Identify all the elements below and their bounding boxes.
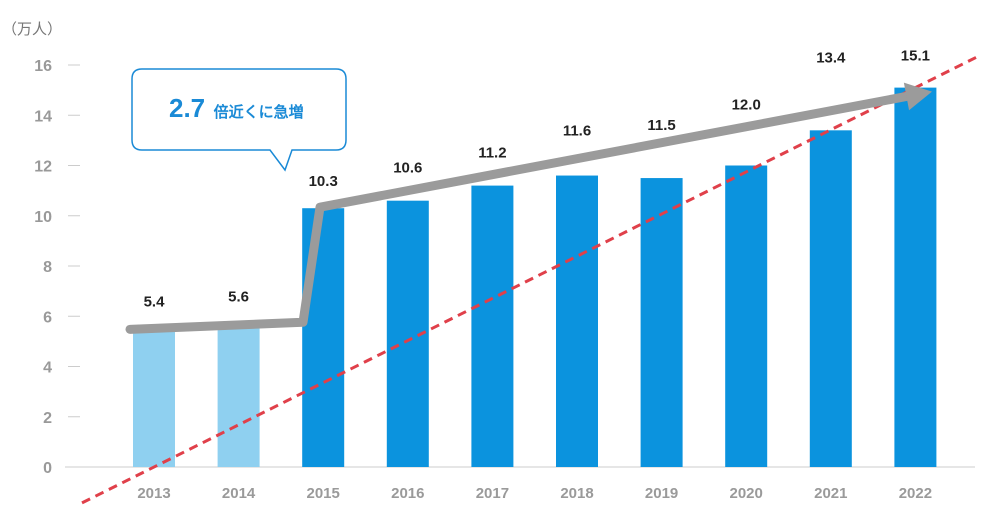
bar-2018: [556, 175, 598, 468]
callout-multiplier: 2.7: [169, 93, 205, 123]
data-label: 5.4: [144, 293, 166, 310]
x-tick-label: 2014: [222, 485, 256, 502]
trend-arrow-head: [903, 82, 932, 111]
bar-2022: [894, 87, 937, 468]
trend-dashed-line: [81, 56, 977, 505]
x-tick-label: 2015: [307, 485, 340, 502]
x-tick-label: 2017: [476, 485, 509, 502]
y-axis: 0 2 4 6 8 10 12 14 16: [34, 58, 975, 477]
y-tick-label: 2: [43, 410, 52, 427]
bar-2021: [809, 130, 852, 467]
x-tick-label: 2020: [730, 485, 763, 502]
bar-2014: [217, 326, 260, 467]
bar-2013: [133, 331, 175, 467]
y-tick-label: 14: [34, 108, 52, 125]
bar-2020: [725, 165, 768, 467]
bar-2015: [302, 208, 345, 467]
bar-2017: [471, 185, 514, 467]
data-label: 15.1: [901, 48, 930, 65]
trend-arrow: [125, 82, 932, 334]
data-label: 5.6: [228, 288, 249, 305]
x-axis: 2013 2014 2015 2016 2017 2018 2019 2020 2021 2022: [137, 485, 932, 502]
x-tick-label: 2018: [560, 485, 593, 502]
data-label: 11.2: [478, 145, 506, 162]
y-tick-label: 8: [43, 259, 52, 276]
data-label: 11.6: [563, 123, 591, 140]
x-tick-label: 2013: [137, 485, 170, 502]
callout: 2.7 倍近くに急増: [131, 68, 347, 172]
data-label: 11.5: [647, 117, 675, 134]
data-label: 10.6: [393, 160, 422, 177]
bar-2019: [640, 178, 683, 467]
y-tick-label: 0: [43, 460, 52, 477]
callout-box: [131, 68, 347, 172]
data-label: 10.3: [309, 173, 338, 190]
trend-arrow-shaft: [125, 91, 911, 334]
unit-label: （万人）: [2, 21, 62, 38]
data-labels: 5.4 5.6 10.3 10.6 11.2 11.6 11.5 12.0 13.4 15.1: [144, 48, 930, 311]
y-tick-label: 12: [34, 159, 52, 176]
y-tick-label: 10: [34, 209, 52, 226]
x-tick-label: 2019: [645, 485, 678, 502]
y-tick-label: 4: [43, 360, 52, 377]
x-tick-label: 2021: [814, 485, 847, 502]
y-tick-label: 16: [34, 58, 52, 75]
data-label: 12.0: [732, 97, 761, 114]
x-tick-label: 2016: [391, 485, 424, 502]
callout-caption: 倍近くに急増: [214, 103, 304, 121]
y-tick-label: 6: [43, 309, 52, 326]
callout-text: 2.7 倍近くに急増: [169, 93, 304, 123]
data-label: 13.4: [816, 49, 846, 66]
x-tick-label: 2022: [899, 485, 932, 502]
